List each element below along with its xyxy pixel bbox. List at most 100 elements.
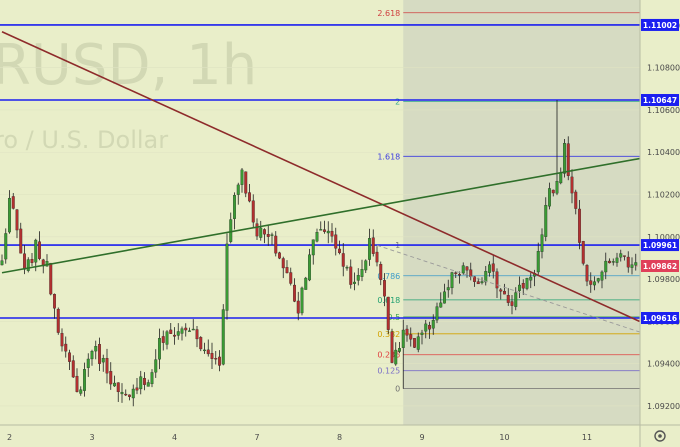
candle-body: [529, 276, 533, 281]
candle-body: [383, 280, 386, 297]
candle-body: [491, 263, 495, 272]
candle-body: [450, 272, 454, 289]
candle-body: [484, 271, 488, 283]
candle-body: [278, 252, 281, 259]
x-tick-label: 3: [89, 433, 94, 442]
candle-body: [495, 271, 499, 289]
candle-body: [206, 349, 210, 355]
candle-body: [578, 208, 581, 243]
candle-body: [139, 376, 143, 390]
candle-body: [589, 280, 593, 285]
candle-body: [259, 227, 263, 238]
fib-level-label: 1.618: [377, 152, 400, 161]
candle-body: [334, 234, 338, 249]
fib-level-label: 2: [395, 97, 400, 106]
fib-zone-shading: [403, 0, 640, 425]
candle-body: [368, 238, 371, 260]
candle-body: [64, 343, 68, 352]
candle-body: [214, 358, 218, 360]
candle-body: [4, 233, 8, 260]
fib-level-label: 0.382: [377, 330, 400, 339]
candle-body: [143, 378, 146, 385]
candle-body: [525, 278, 529, 289]
candle-body: [428, 325, 431, 330]
candle-body: [19, 228, 23, 254]
candle-body: [360, 269, 364, 277]
candle-body: [585, 265, 589, 282]
candle-body: [454, 272, 458, 274]
candle-body: [203, 349, 206, 352]
candle-body: [221, 309, 225, 365]
candle-body: [431, 320, 435, 329]
candle-body: [154, 359, 158, 373]
candle-body: [34, 239, 38, 263]
candle-body: [236, 184, 240, 195]
candle-body: [225, 243, 229, 311]
candle-body: [443, 291, 446, 304]
candle-body: [56, 308, 60, 333]
candle-body: [266, 234, 270, 237]
candle-body: [608, 260, 611, 264]
price-tag: [641, 94, 679, 107]
candle-body: [398, 348, 401, 352]
candle-body: [68, 352, 71, 362]
x-tick-label: 8: [337, 433, 342, 442]
candle-body: [195, 329, 199, 340]
candle-body: [555, 181, 559, 194]
candle-body: [79, 389, 83, 394]
fib-level-label: 2.618: [377, 9, 400, 18]
candle-body: [169, 329, 173, 334]
candle-body: [131, 388, 135, 399]
candle-body: [405, 328, 409, 336]
candle-body: [49, 262, 53, 295]
candle-body: [371, 237, 375, 254]
price-tag-label: 1.09961: [643, 241, 677, 250]
price-tag-label: 1.09616: [643, 314, 677, 323]
candle-body: [401, 329, 405, 348]
candle-body: [86, 358, 90, 368]
candle-body: [135, 387, 139, 391]
candle-body: [60, 333, 64, 347]
candle-body: [623, 255, 626, 257]
candle-body: [113, 382, 116, 387]
trendline[interactable]: [1, 157, 640, 274]
symbol-watermark: RUSD, 1h: [0, 33, 257, 98]
candle-body: [593, 281, 596, 286]
candle-body: [15, 209, 19, 231]
candle-body: [439, 302, 443, 308]
price-scale-panel[interactable]: [640, 0, 680, 425]
x-tick-label: 4: [172, 433, 177, 442]
price-tag: [641, 18, 679, 31]
price-tag-label: 1.09862: [643, 262, 677, 271]
settings-icon[interactable]: [654, 430, 666, 442]
candle-body: [540, 234, 544, 252]
candle-body: [109, 371, 113, 385]
candle-body: [604, 260, 608, 273]
candle-body: [394, 349, 398, 365]
candle-body: [8, 197, 11, 233]
y-tick-label: 1.10200: [647, 191, 680, 200]
candle-body: [180, 328, 184, 334]
candle-body: [581, 241, 585, 264]
candle-body: [330, 230, 334, 237]
candle-body: [101, 357, 105, 363]
candle-body: [53, 293, 56, 309]
candle-body: [390, 331, 394, 363]
candle-body: [465, 266, 469, 271]
candle-body: [120, 391, 124, 395]
candle-body: [353, 281, 356, 284]
candle-body: [499, 289, 503, 292]
candle-body: [326, 230, 330, 234]
y-tick-label: 1.10600: [647, 106, 680, 115]
candle-body: [473, 276, 476, 282]
x-tick-label: 7: [254, 433, 259, 442]
price-tag: [641, 239, 679, 252]
candle-body: [274, 235, 278, 254]
trendline[interactable]: [1, 30, 640, 323]
candle-body: [75, 375, 79, 392]
candle-body: [559, 172, 563, 184]
candle-body: [23, 253, 26, 270]
candle-body: [458, 274, 461, 276]
candle-body: [379, 264, 383, 280]
